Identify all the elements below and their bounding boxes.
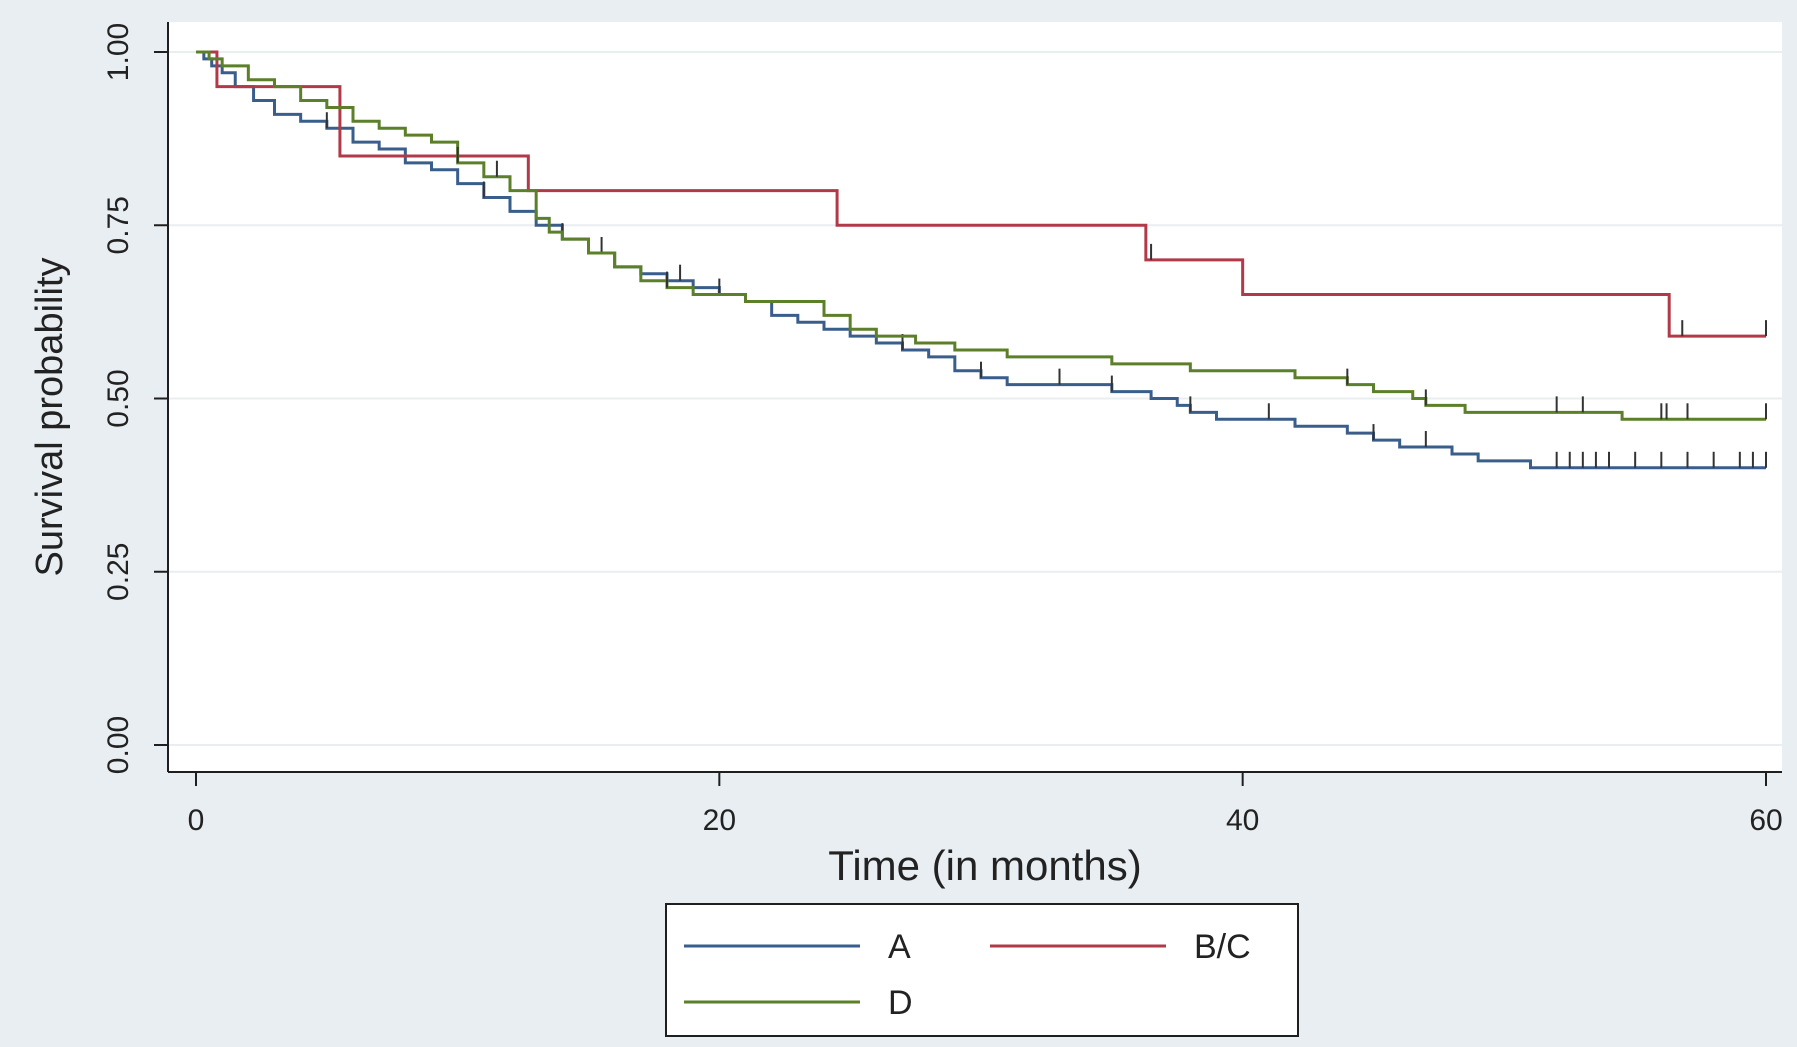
y-tick-label: 0.75 — [102, 196, 135, 254]
y-tick-label: 1.00 — [102, 23, 135, 81]
legend-label-b-c: B/C — [1194, 928, 1251, 966]
y-axis-title: Survival probability — [29, 258, 71, 577]
y-tick-label: 0.50 — [102, 369, 135, 427]
legend-label-d: D — [888, 984, 913, 1022]
x-tick-label: 60 — [1749, 804, 1782, 837]
x-tick-label: 20 — [703, 804, 736, 837]
x-axis-title: Time (in months) — [828, 842, 1142, 889]
x-tick-label: 40 — [1226, 804, 1259, 837]
y-tick-label: 0.00 — [102, 716, 135, 774]
legend-box — [666, 904, 1298, 1036]
x-tick-label: 0 — [188, 804, 205, 837]
legend: A B/C D — [666, 904, 1298, 1036]
legend-label-a: A — [888, 928, 911, 966]
y-tick-label: 0.25 — [102, 543, 135, 601]
